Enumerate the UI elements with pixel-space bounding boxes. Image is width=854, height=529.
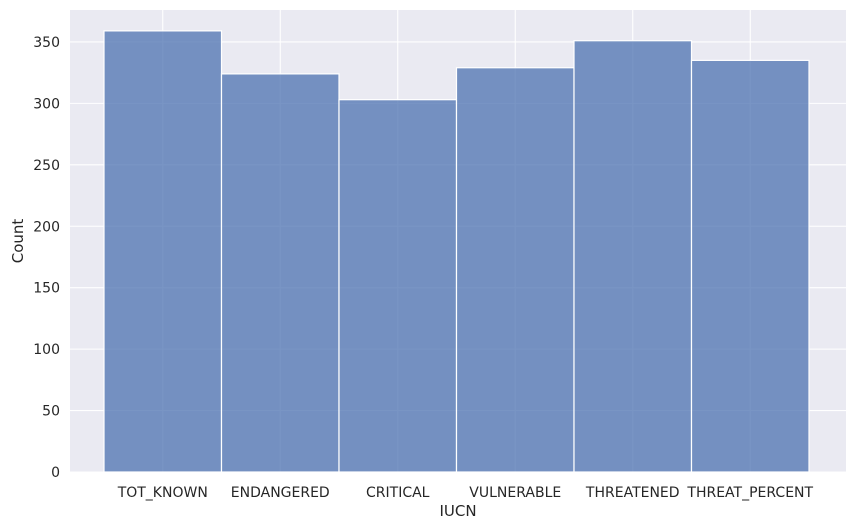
- bar-tot-known: [103, 30, 223, 473]
- y-axis-title: Count: [9, 219, 27, 264]
- y-tick-label: 100: [33, 342, 60, 358]
- y-tick-label: 0: [51, 465, 60, 481]
- x-tick-label: ENDANGERED: [231, 485, 330, 501]
- y-tick-label: 50: [42, 404, 60, 420]
- bar-vulnerable: [455, 67, 575, 473]
- x-tick-label: THREAT_PERCENT: [686, 485, 813, 501]
- x-tick-label: THREATENED: [585, 485, 680, 501]
- x-tick-label: VULNERABLE: [469, 485, 561, 501]
- bar-threat-percent: [690, 59, 810, 473]
- bars: [103, 30, 810, 473]
- x-tick-label: CRITICAL: [366, 485, 430, 501]
- y-tick-label: 150: [33, 281, 60, 297]
- bar-endangered: [220, 73, 340, 473]
- x-tick-labels: TOT_KNOWN ENDANGERED CRITICAL VULNERABLE THR…: [117, 485, 814, 501]
- y-tick-label: 200: [33, 219, 60, 235]
- x-axis-title: IUCN: [439, 502, 476, 520]
- y-tick-label: 300: [33, 96, 60, 112]
- bar-critical: [338, 99, 458, 473]
- y-tick-label: 350: [33, 35, 60, 51]
- y-tick-label: 250: [33, 158, 60, 174]
- x-tick-label: TOT_KNOWN: [117, 485, 208, 501]
- bar-threatened: [573, 40, 693, 473]
- y-tick-labels: 0 50 100 150 200 250 300 350: [33, 35, 60, 481]
